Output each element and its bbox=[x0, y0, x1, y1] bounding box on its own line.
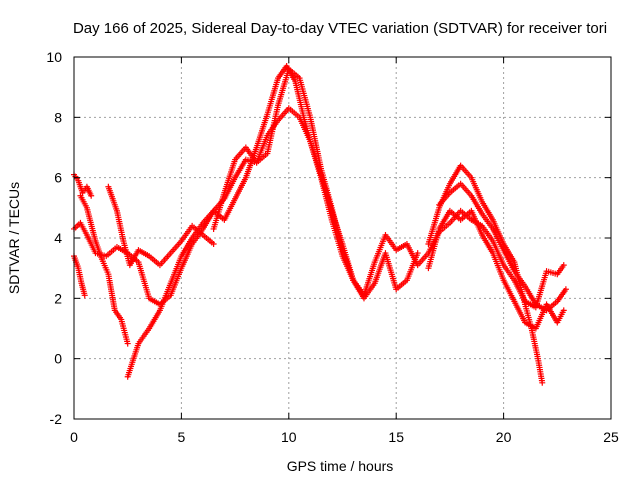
x-tick-label: 5 bbox=[178, 429, 186, 445]
x-tick-label: 15 bbox=[388, 429, 404, 445]
data-point bbox=[124, 340, 131, 347]
y-tick-label: 6 bbox=[54, 170, 62, 186]
data-point bbox=[414, 250, 421, 257]
data-point bbox=[560, 307, 567, 314]
chart-title: Day 166 of 2025, Sidereal Day-to-day VTE… bbox=[73, 20, 607, 37]
x-tick-label: 10 bbox=[281, 429, 297, 445]
y-tick-label: 8 bbox=[54, 109, 62, 125]
data-point bbox=[88, 192, 95, 199]
x-axis-label: GPS time / hours bbox=[287, 458, 394, 474]
y-tick-label: 10 bbox=[46, 49, 62, 65]
data-point bbox=[560, 262, 567, 269]
series-track-9 bbox=[425, 207, 567, 332]
y-tick-label: 0 bbox=[54, 351, 62, 367]
data-point bbox=[81, 292, 88, 299]
tick-labels: 0 5 10 15 20 25 -2 0 2 4 6 8 10 bbox=[46, 49, 619, 445]
data-point bbox=[539, 379, 546, 386]
y-tick-label: -2 bbox=[50, 411, 63, 427]
series-track-6 bbox=[124, 63, 367, 380]
x-tick-label: 0 bbox=[70, 429, 78, 445]
x-tick-label: 20 bbox=[496, 429, 512, 445]
axis-ticks bbox=[73, 56, 612, 420]
series-track-7 bbox=[210, 66, 567, 311]
data-point bbox=[562, 286, 569, 293]
series-track-10 bbox=[436, 180, 569, 314]
x-tick-label: 25 bbox=[603, 429, 619, 445]
data-point bbox=[210, 241, 217, 248]
series-track-5 bbox=[105, 183, 217, 269]
data-marks bbox=[71, 63, 569, 386]
y-tick-label: 4 bbox=[54, 230, 62, 246]
series-track-8 bbox=[425, 162, 546, 386]
series-track-4 bbox=[77, 192, 131, 347]
series-track-2 bbox=[71, 253, 88, 299]
y-tick-label: 2 bbox=[54, 290, 62, 306]
y-axis-label: SDTVAR / TECUs bbox=[6, 182, 22, 294]
